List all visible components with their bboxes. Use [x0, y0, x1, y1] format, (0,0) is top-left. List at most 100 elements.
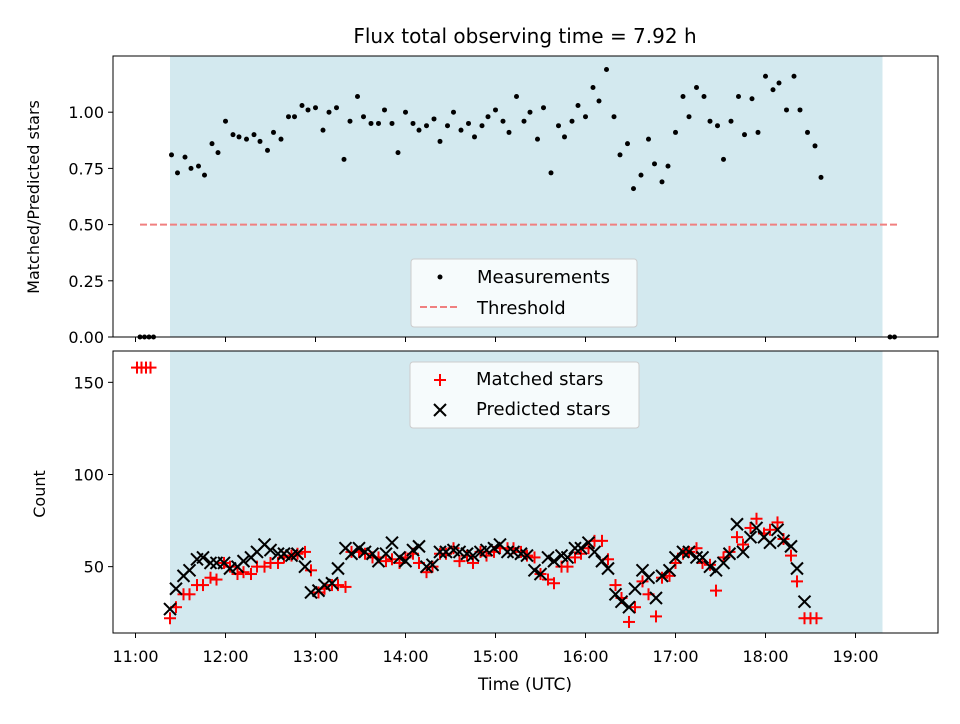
ratio-plot-panel: 0.00 0.25 0.50 0.75 1.00 Flux total observin…	[24, 24, 939, 347]
predicted-star-point	[500, 545, 515, 559]
measurement-point	[431, 116, 437, 122]
matched-stars-legend-marker	[434, 374, 446, 386]
matched-star-point	[764, 523, 776, 536]
predicted-star-point	[689, 550, 704, 565]
predicted-star-point	[541, 550, 555, 565]
x-tick-label: 17:00	[652, 647, 698, 666]
measurement-point	[320, 127, 326, 133]
matched-star-point	[710, 584, 722, 597]
measurement-point	[500, 118, 506, 124]
predicted-star-point	[770, 523, 785, 537]
bottom-y-tick-label: 50	[84, 558, 104, 577]
matched-star-point	[245, 568, 257, 581]
measurement-point	[292, 114, 297, 120]
predicted-star-point	[560, 550, 575, 565]
measurement-point	[188, 165, 194, 171]
x-tick-label: 16:00	[562, 647, 608, 666]
measurement-point	[659, 179, 665, 185]
bottom-axes-frame	[112, 350, 939, 634]
measurement-point	[485, 114, 491, 120]
measurement-point	[575, 102, 581, 108]
measurement-point	[265, 147, 270, 153]
matched-star-point	[210, 573, 223, 586]
measurement-point	[416, 127, 422, 133]
predicted-star-point	[182, 563, 197, 578]
predicted-star-point	[385, 535, 399, 550]
threshold-legend-label: Threshold	[476, 298, 566, 319]
predicted-star-point	[722, 547, 737, 561]
measurement-point	[223, 118, 228, 124]
predicted-star-point	[527, 563, 542, 578]
measurement-point	[403, 109, 408, 115]
measurement-point	[701, 93, 707, 99]
matched-stars-legend-label: Matched stars	[476, 369, 603, 390]
measurement-point	[770, 87, 776, 93]
measurement-point	[583, 114, 588, 120]
measurement-point	[341, 156, 347, 162]
predicted-star-point	[676, 545, 690, 559]
matched-star-point	[771, 516, 784, 529]
measurement-point	[721, 156, 726, 162]
predicted-star-point	[662, 563, 677, 578]
predicted-star-point	[196, 550, 210, 565]
measurement-point	[541, 105, 546, 111]
matched-star-point	[339, 580, 352, 593]
predicted-star-point	[574, 541, 588, 555]
measurement-point	[535, 136, 540, 142]
predicted-star-point	[344, 547, 359, 561]
matched-star-point	[810, 612, 823, 625]
measurement-point	[755, 129, 761, 135]
measurement-point	[784, 107, 789, 113]
predicted-star-point	[412, 539, 426, 554]
measurement-point	[361, 114, 366, 120]
predicted-star-point	[797, 594, 812, 609]
measurement-point	[673, 129, 678, 135]
measurement-point	[742, 132, 747, 138]
matched-star-point	[305, 564, 317, 577]
measurement-point	[209, 141, 215, 147]
measurement-point	[437, 138, 443, 144]
measurement-point	[728, 118, 734, 124]
measurement-point	[182, 154, 188, 160]
predicted-star-point	[433, 545, 447, 559]
top-y-tick-label: 1.00	[68, 103, 104, 122]
bottom-legend: Matched stars Predicted stars	[409, 361, 640, 429]
measurement-point	[548, 170, 554, 176]
x-tick-label: 13:00	[292, 647, 338, 666]
matched-star-point	[636, 575, 649, 588]
x-axis-label: Time (UTC)	[477, 675, 572, 695]
measurement-point	[271, 129, 276, 135]
predicted-star-point	[398, 554, 413, 568]
predicted-star-point	[271, 547, 285, 561]
matched-star-point	[480, 549, 493, 562]
measurement-point	[527, 109, 533, 115]
matched-star-point	[629, 601, 641, 614]
matched-star-point	[420, 566, 433, 579]
predicted-star-point	[425, 558, 440, 572]
measurement-point	[368, 120, 374, 126]
predicted-star-point	[716, 556, 731, 570]
measurement-point	[797, 107, 803, 113]
predicted-star-point	[331, 561, 345, 576]
measurement-point	[631, 186, 636, 192]
predicted-star-point	[743, 530, 758, 544]
predicted-star-point	[622, 600, 636, 614]
measurement-point	[389, 120, 395, 126]
matched-star-point	[656, 571, 668, 584]
top-y-tick-label: 0.75	[68, 159, 104, 178]
matched-star-point	[453, 555, 466, 568]
measurement-point	[410, 120, 416, 126]
top-axes-frame	[112, 55, 939, 338]
measurement-point	[472, 134, 477, 140]
measurement-point	[376, 120, 381, 126]
matched-star-point	[609, 579, 622, 592]
measurement-point	[382, 107, 387, 113]
predicted-star-point	[587, 545, 602, 559]
predicted-star-point	[749, 521, 764, 535]
matched-star-point	[723, 545, 736, 558]
measurement-point	[680, 93, 686, 99]
measurement-point	[715, 123, 720, 129]
measurement-point	[506, 129, 512, 135]
measurement-point	[202, 172, 207, 178]
